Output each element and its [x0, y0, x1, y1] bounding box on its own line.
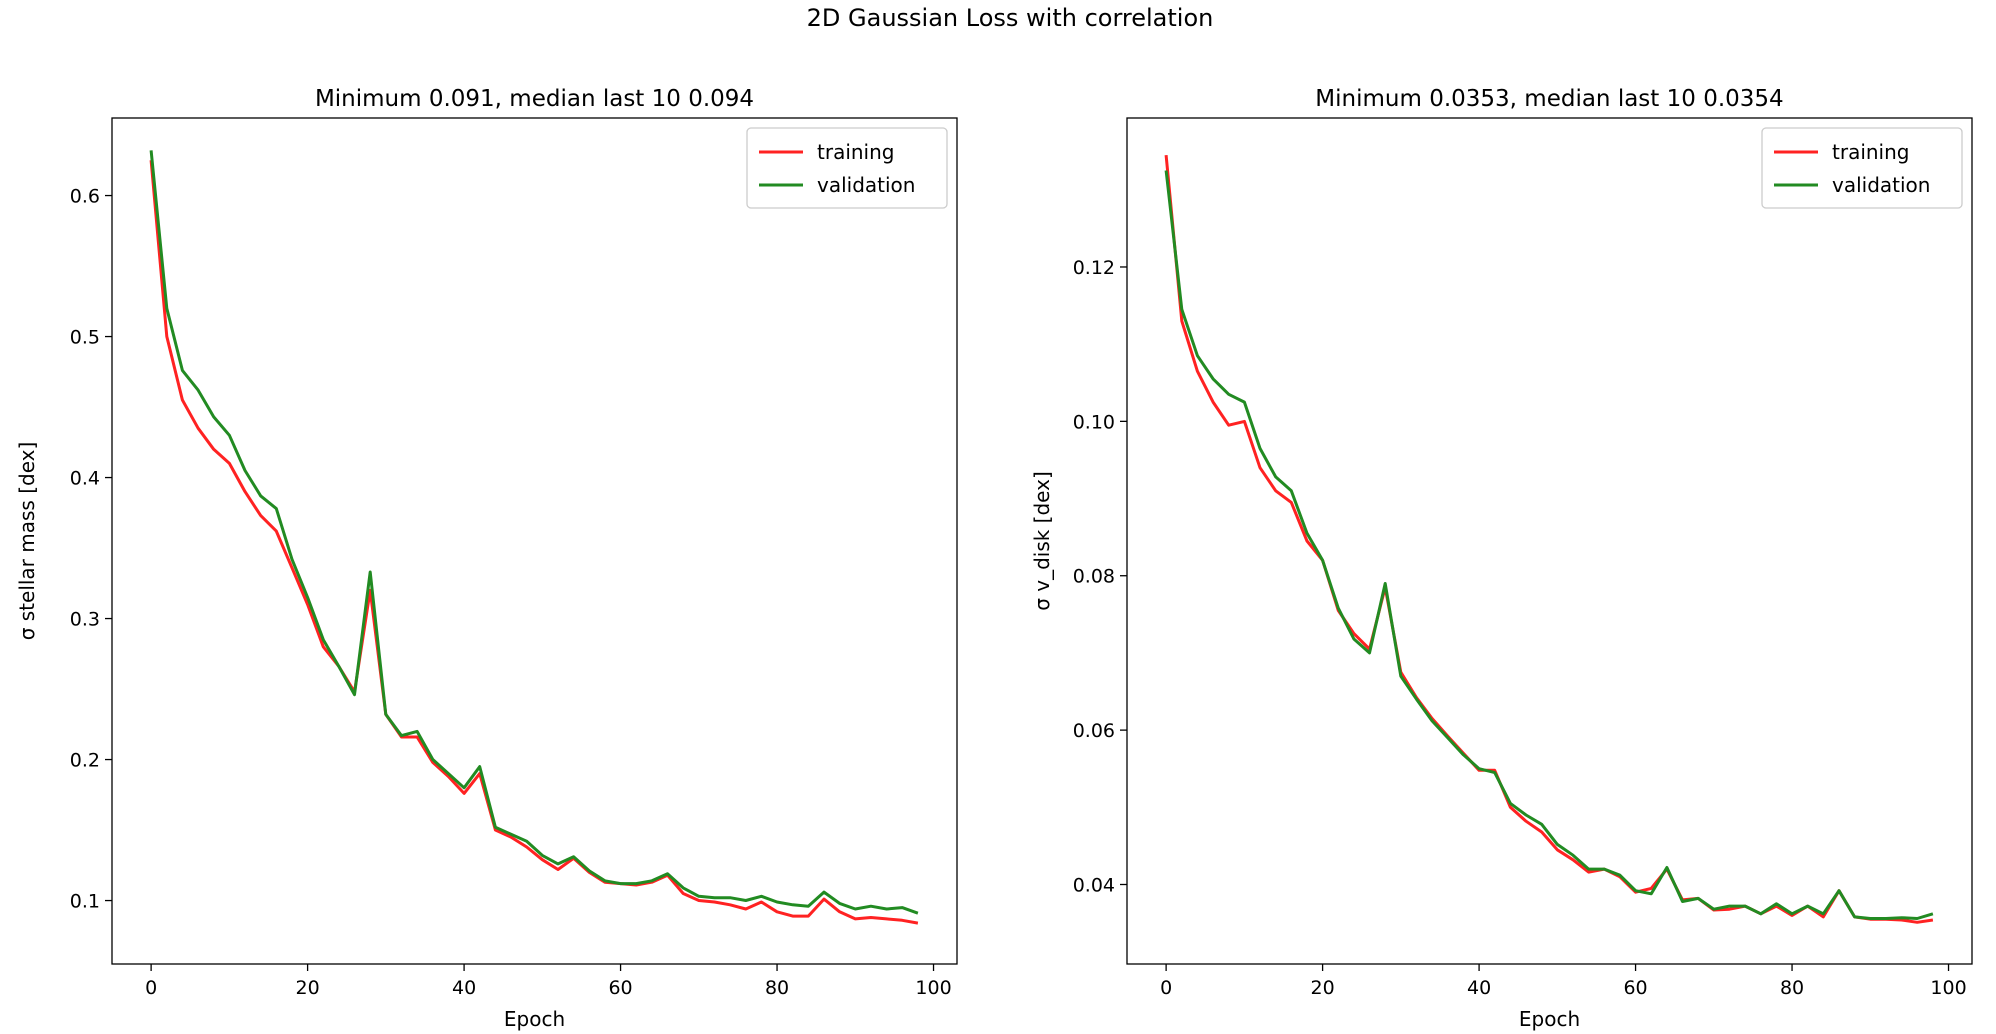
legend: training validation	[1761, 127, 1963, 209]
series-line-training	[149, 160, 919, 925]
y-tick-label: 0.08	[1073, 566, 1115, 588]
x-tick-label: 20	[296, 977, 320, 999]
x-tick-label: 40	[452, 977, 476, 999]
y-axis-label: σ v_disk [dex]	[1030, 471, 1054, 611]
y-tick-label: 0.06	[1073, 720, 1115, 742]
x-tick-label: 100	[915, 977, 951, 999]
axes-title: Minimum 0.0353, median last 10 0.0354	[1315, 86, 1783, 112]
legend-label-validation: validation	[817, 173, 915, 197]
y-axis-label: σ stellar mass [dex]	[15, 442, 39, 641]
legend-label-training: training	[817, 140, 894, 164]
x-tick-label: 60	[1623, 977, 1647, 999]
y-tick-label: 0.4	[70, 468, 100, 490]
legend-box	[1761, 127, 1963, 209]
y-tick-label: 0.5	[70, 327, 100, 349]
x-axis-label: Epoch	[504, 1007, 565, 1031]
axes-frame	[111, 117, 958, 965]
x-axis-label: Epoch	[1519, 1007, 1580, 1031]
legend-box	[746, 127, 948, 209]
axes-frame	[1126, 117, 1973, 965]
series-line-validation	[1164, 170, 1934, 920]
x-tick-label: 60	[608, 977, 632, 999]
x-tick-label: 100	[1930, 977, 1966, 999]
x-tick-label: 0	[145, 977, 157, 999]
x-tick-label: 80	[765, 977, 789, 999]
legend-label-training: training	[1832, 140, 1909, 164]
y-tick-label: 0.3	[70, 609, 100, 631]
y-tick-label: 0.04	[1073, 874, 1115, 896]
y-tick-label: 0.2	[70, 750, 100, 772]
x-tick-label: 0	[1160, 977, 1172, 999]
legend-label-validation: validation	[1832, 173, 1930, 197]
x-tick-label: 40	[1467, 977, 1491, 999]
legend: training validation	[746, 127, 948, 209]
figure-suptitle: 2D Gaussian Loss with correlation	[807, 4, 1214, 32]
y-tick-label: 0.10	[1073, 411, 1115, 433]
y-tick-label: 0.6	[70, 186, 100, 208]
right-panel: Minimum 0.0353, median last 10 0.0354 0 20…	[1030, 86, 1973, 1031]
series-line-validation	[149, 150, 919, 915]
axes-title: Minimum 0.091, median last 10 0.094	[315, 86, 754, 112]
left-panel: Minimum 0.091, median last 10 0.094 0 20 40…	[15, 86, 958, 1031]
y-tick-label: 0.1	[70, 891, 100, 913]
x-tick-label: 80	[1780, 977, 1804, 999]
x-tick-label: 20	[1311, 977, 1335, 999]
y-tick-label: 0.12	[1073, 257, 1115, 279]
